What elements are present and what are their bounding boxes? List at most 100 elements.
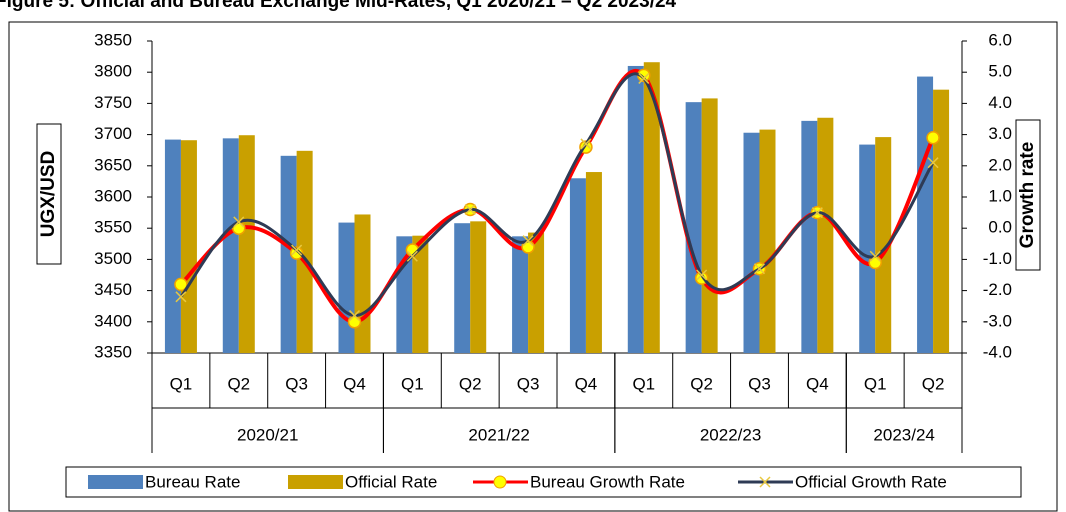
x-tick-label: Q4	[806, 374, 829, 393]
x-tick-label: Q2	[459, 374, 482, 393]
line	[179, 72, 935, 318]
bar	[801, 120, 818, 353]
x-tick-label: Q1	[401, 374, 424, 393]
line-marker	[347, 315, 362, 329]
bar	[859, 144, 876, 353]
legend-label: Bureau Rate	[145, 472, 240, 491]
line-marker	[753, 263, 766, 275]
x-tick-label: Q3	[748, 374, 771, 393]
bar	[296, 150, 313, 353]
y-tick-label: 3700	[94, 124, 132, 143]
x-tick-label: Q2	[922, 374, 945, 393]
x-tick-label: Q3	[285, 374, 308, 393]
y-tick-label: 3550	[94, 218, 132, 237]
y-tick-label: 3500	[94, 249, 132, 268]
y-tick-label: 3650	[94, 155, 132, 174]
bar	[280, 155, 297, 353]
y2-tick-label: -2.0	[983, 280, 1012, 299]
line-marker	[522, 235, 534, 247]
line-marker	[926, 130, 940, 145]
bar	[933, 89, 950, 353]
y2-tick-label: 0.0	[988, 218, 1012, 237]
bar	[643, 62, 660, 353]
y2-tick-label: 3.0	[988, 124, 1012, 143]
legend-swatch	[88, 475, 143, 489]
x-group-label: 2021/22	[468, 425, 529, 444]
chart-frame	[8, 21, 1058, 512]
line-marker	[174, 277, 188, 292]
x-tick-label: Q1	[170, 374, 193, 393]
x-tick-label: Q3	[517, 374, 540, 393]
x-tick-label: Q2	[227, 374, 250, 393]
y2-tick-label: -3.0	[983, 311, 1012, 330]
bar	[743, 132, 760, 353]
legend-box	[65, 466, 1022, 498]
y2-label-box	[1015, 119, 1041, 271]
line-marker	[638, 72, 650, 84]
legend-label: Official Growth Rate	[795, 472, 947, 491]
y2-tick-label: 1.0	[988, 186, 1012, 205]
bar	[585, 172, 602, 353]
bar	[470, 221, 487, 353]
bar	[512, 236, 529, 353]
line-marker	[175, 291, 187, 303]
y-label-box	[36, 123, 62, 265]
bar	[454, 223, 471, 353]
bar	[354, 214, 371, 353]
x-tick-label: Q1	[632, 374, 655, 393]
x-group-label: 2022/23	[700, 425, 761, 444]
x-tick-label: Q2	[690, 374, 713, 393]
legend-label: Official Rate	[345, 472, 437, 491]
legend-swatch	[288, 475, 343, 489]
bar	[528, 232, 545, 353]
x-group-label: 2020/21	[237, 425, 298, 444]
line-marker	[696, 269, 708, 281]
line-marker	[927, 157, 939, 169]
y-axis-label: UGX/USD	[38, 151, 59, 238]
x-tick-label: Q1	[864, 374, 887, 393]
line-marker	[289, 246, 304, 260]
line-marker	[464, 203, 476, 216]
x-tick-label: Q4	[575, 374, 598, 393]
chart-title: Figure 5: Official and Bureau Exchange M…	[0, 0, 677, 12]
bar	[222, 138, 239, 353]
legend-label: Bureau Growth Rate	[530, 472, 685, 491]
bar	[238, 135, 255, 353]
line-marker	[233, 216, 245, 228]
x-group-label: 2023/24	[873, 425, 934, 444]
y2-tick-label: -1.0	[983, 249, 1012, 268]
bar	[627, 65, 644, 354]
line-marker	[406, 250, 418, 262]
bar	[338, 222, 355, 353]
y2-tick-label: -4.0	[983, 342, 1012, 361]
y2-tick-label: 6.0	[988, 30, 1012, 49]
line-marker	[869, 250, 881, 262]
y-tick-label: 3800	[94, 62, 132, 81]
bar	[685, 102, 702, 353]
legend-marker	[759, 476, 771, 488]
bar	[817, 117, 834, 353]
y-tick-label: 3400	[94, 311, 132, 330]
line-marker	[811, 207, 823, 219]
y2-axis-label: Growth rate	[1017, 142, 1038, 249]
line-marker	[580, 138, 592, 150]
y2-tick-label: 5.0	[988, 62, 1012, 81]
legend-marker	[493, 475, 507, 489]
y-tick-label: 3350	[94, 342, 132, 361]
line-marker	[291, 244, 303, 256]
bar	[164, 139, 181, 353]
y2-tick-label: 4.0	[988, 93, 1012, 112]
y2-tick-label: 2.0	[988, 155, 1012, 174]
bar	[759, 129, 776, 353]
y-tick-label: 3850	[94, 30, 132, 49]
bar	[180, 140, 197, 353]
bar	[917, 76, 934, 354]
y-tick-label: 3750	[94, 93, 132, 112]
bar	[701, 98, 718, 354]
y-tick-label: 3450	[94, 280, 132, 299]
x-tick-label: Q4	[343, 374, 366, 393]
bar	[875, 137, 892, 353]
line-marker	[348, 310, 361, 322]
bar	[412, 235, 429, 353]
